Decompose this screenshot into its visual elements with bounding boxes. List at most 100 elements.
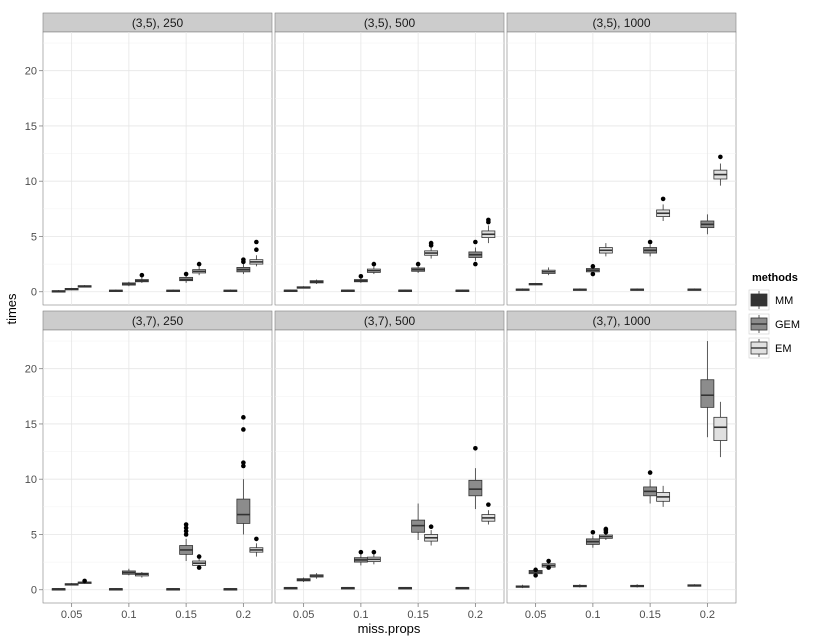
outlier-point xyxy=(718,154,723,160)
box-em xyxy=(424,240,439,259)
box-mm xyxy=(455,586,470,590)
legend-label: GEM xyxy=(775,319,800,331)
box-em xyxy=(481,502,496,525)
box-gem xyxy=(64,287,79,291)
outlier-point xyxy=(183,271,189,277)
x-axis-title: miss.props xyxy=(358,621,421,636)
box-em xyxy=(249,536,264,557)
box-mm xyxy=(223,289,238,292)
y-tick-label: 5 xyxy=(31,529,37,541)
box-gem xyxy=(411,503,426,540)
y-tick-label: 20 xyxy=(25,66,37,78)
panel: (3,5), 500 xyxy=(274,12,505,306)
box-gem xyxy=(179,522,194,561)
outlier-point xyxy=(82,578,87,584)
box-mm xyxy=(630,288,645,291)
y-tick-label: 5 xyxy=(31,231,37,243)
outlier-point xyxy=(371,549,377,555)
outlier-point xyxy=(196,565,202,570)
outlier-point xyxy=(183,532,189,537)
box-em xyxy=(713,401,728,458)
y-tick-label: 10 xyxy=(25,474,37,486)
box-em xyxy=(249,239,264,267)
outlier-point xyxy=(428,524,434,530)
outlier-point xyxy=(415,261,421,267)
outlier-point xyxy=(486,502,491,507)
panel-strip-label: (3,5), 500 xyxy=(364,16,416,30)
box xyxy=(468,479,483,497)
box-em xyxy=(192,554,207,570)
box-mm xyxy=(398,586,413,590)
x-tick-label: 0.2 xyxy=(236,609,251,621)
box-gem xyxy=(585,529,600,548)
outlier-point xyxy=(533,573,538,578)
box-mm xyxy=(283,586,298,590)
box xyxy=(700,379,715,408)
x-tick-label: 0.2 xyxy=(468,609,483,621)
box-gem xyxy=(585,264,600,277)
outlier-point xyxy=(358,549,364,555)
box-mm xyxy=(223,588,238,591)
box-gem xyxy=(179,271,194,283)
box xyxy=(713,416,728,441)
box-em xyxy=(656,485,671,507)
legend: methods MM GEM EM xyxy=(748,272,800,359)
panel-background xyxy=(274,329,505,604)
box-gem xyxy=(121,568,136,576)
panel-strip-label: (3,7), 250 xyxy=(132,314,184,328)
panel-strip-label: (3,5), 1000 xyxy=(592,16,650,30)
outlier-point xyxy=(473,445,478,451)
box-mm xyxy=(630,584,645,588)
legend-label: EM xyxy=(775,343,792,355)
box-gem xyxy=(528,567,543,578)
gridlines xyxy=(507,32,736,305)
box-gem xyxy=(700,214,715,235)
outlier-point xyxy=(660,196,666,202)
outlier-point xyxy=(590,271,596,277)
panel: (3,5), 1000 xyxy=(506,12,737,306)
y-tick-label: 0 xyxy=(31,585,37,597)
box-mm xyxy=(51,290,66,293)
x-tick-label: 0.05 xyxy=(293,609,314,621)
gridlines xyxy=(43,330,272,603)
x-tick-label: 0.1 xyxy=(585,609,600,621)
box-mm xyxy=(687,584,702,587)
x-tick-label: 0.15 xyxy=(639,609,660,621)
panel-strip-label: (3,7), 1000 xyxy=(592,314,650,328)
outlier-point xyxy=(473,261,478,267)
box-em xyxy=(77,578,92,584)
outlier-point xyxy=(358,273,364,279)
box-em xyxy=(77,285,92,288)
panel: (3,5), 250 xyxy=(42,12,273,306)
box xyxy=(236,498,251,524)
box-em xyxy=(309,573,324,579)
x-tick-label: 0.05 xyxy=(61,609,82,621)
y-tick-label: 20 xyxy=(25,364,37,376)
box-em xyxy=(541,267,556,276)
box-mm xyxy=(108,289,123,292)
box-gem xyxy=(643,239,658,257)
y-tick-label: 15 xyxy=(25,121,37,133)
box-mm xyxy=(572,288,587,291)
box-em xyxy=(541,558,556,570)
box-em xyxy=(192,261,207,276)
x-tick-label: 0.1 xyxy=(353,609,368,621)
y-tick-label: 15 xyxy=(25,419,37,431)
box-mm xyxy=(455,289,470,292)
x-tick-label: 0.2 xyxy=(700,609,715,621)
box-mm xyxy=(340,289,355,292)
outlier-point xyxy=(473,239,478,245)
box-mm xyxy=(515,584,530,589)
outlier-point xyxy=(183,528,189,534)
panel-background xyxy=(506,31,737,306)
box-em xyxy=(598,526,613,540)
box-mm xyxy=(340,586,355,590)
outlier-point xyxy=(546,565,551,570)
x-tick-label: 0.15 xyxy=(407,609,428,621)
y-axis-title: times xyxy=(4,293,19,325)
outlier-point xyxy=(371,261,377,267)
legend-entry-gem: GEM xyxy=(748,313,800,335)
outlier-point xyxy=(590,529,596,535)
box-em xyxy=(366,261,381,275)
